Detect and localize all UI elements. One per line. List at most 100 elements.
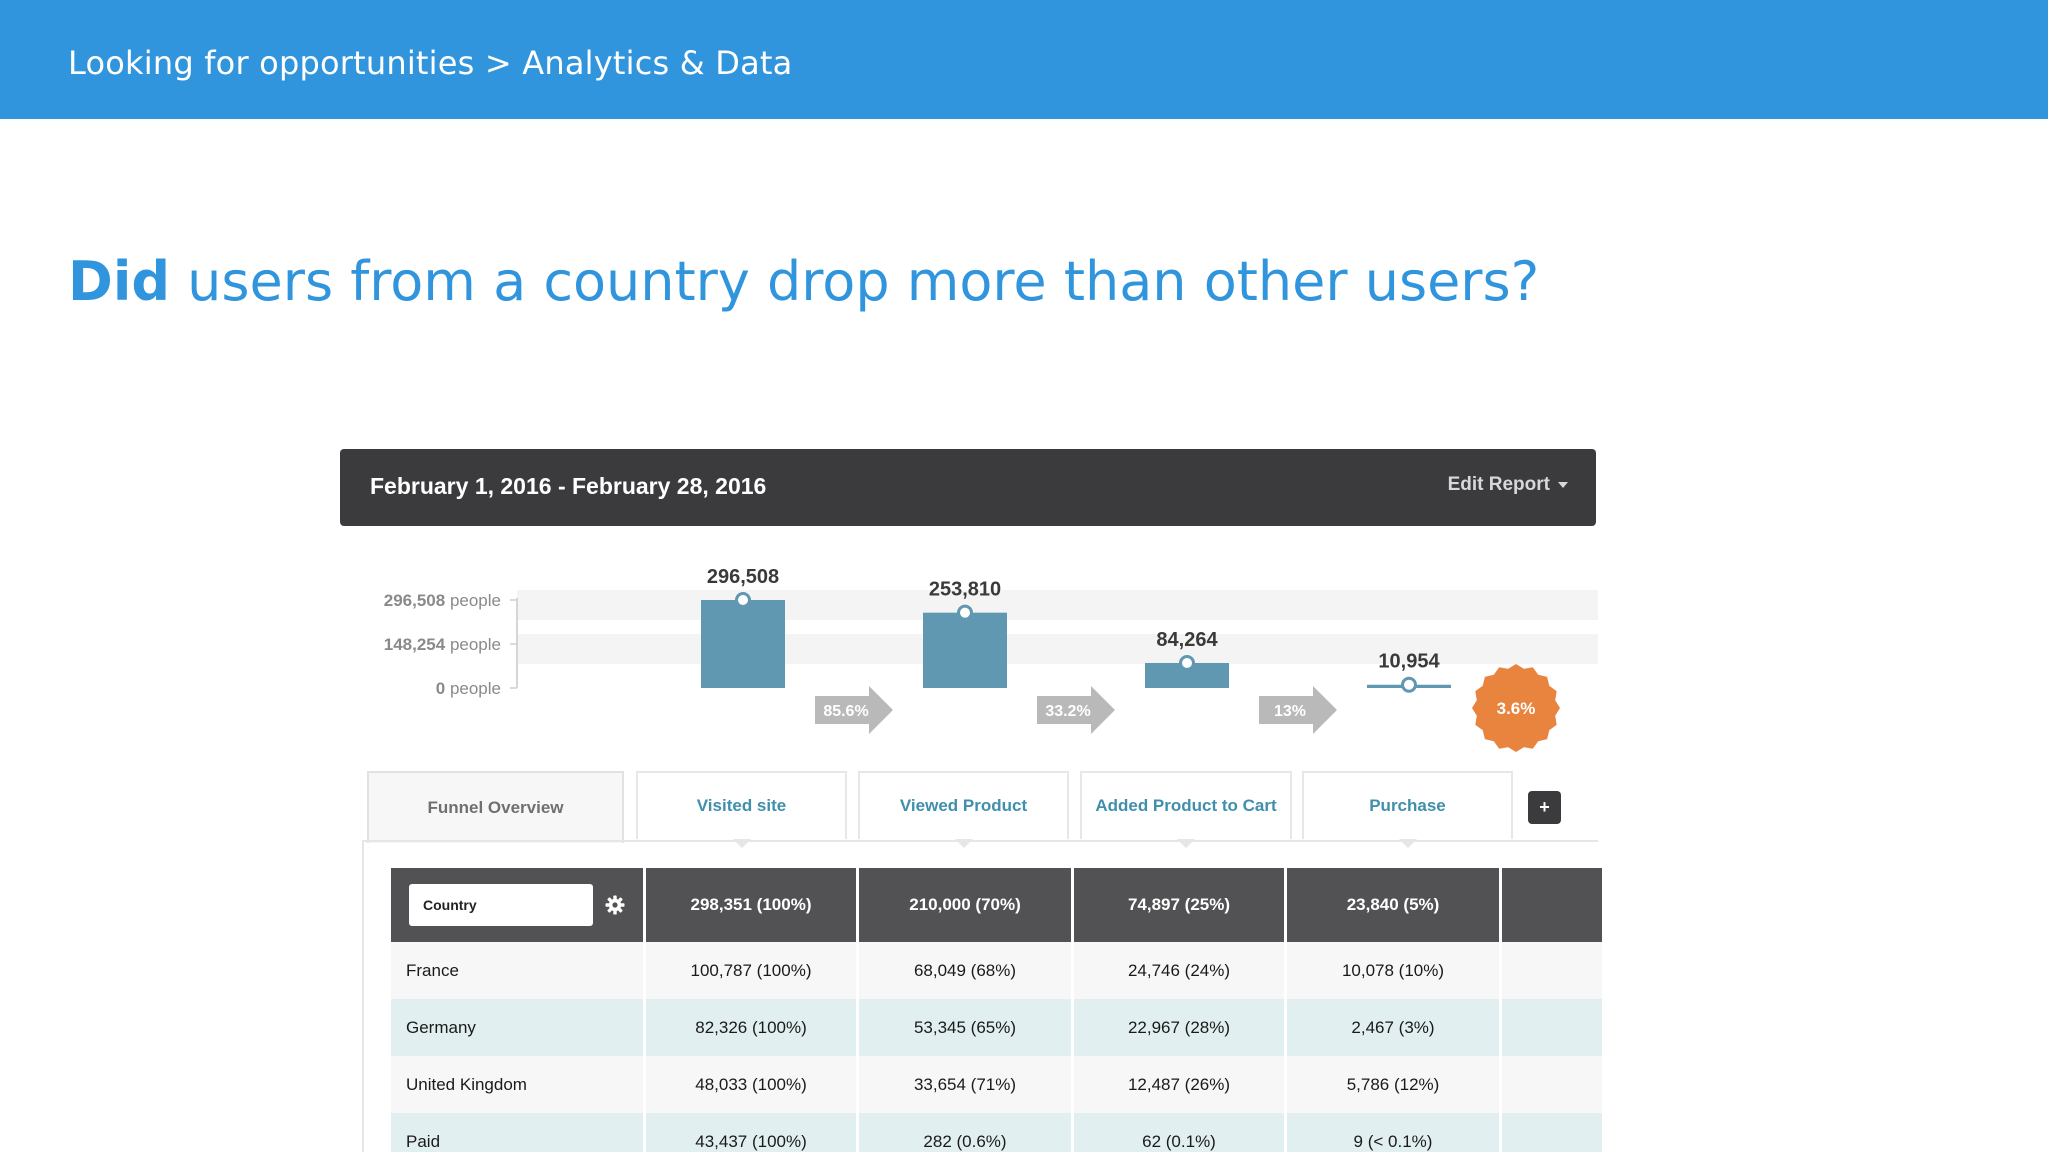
funnel-chart-svg: 296,508 people 148,254 people 0 people 296,… bbox=[384, 566, 1598, 752]
add-step-label: + bbox=[1539, 797, 1550, 817]
report-header: February 1, 2016 - February 28, 2016 Edi… bbox=[340, 449, 1596, 526]
table-cell: 53,345 (65%) bbox=[913, 1017, 1017, 1037]
gear-icon[interactable] bbox=[605, 895, 625, 915]
table-cell: 82,326 (100%) bbox=[695, 1017, 807, 1037]
conversion-rate-label: 13% bbox=[1274, 703, 1306, 720]
y-tick-label: 0 people bbox=[436, 679, 501, 698]
table-cell: 2,467 (3%) bbox=[1351, 1017, 1435, 1037]
table-cell: 10,078 (10%) bbox=[1341, 960, 1445, 980]
tab-divider bbox=[362, 840, 1598, 842]
edit-report-label: Edit Report bbox=[1447, 474, 1550, 495]
column-separator bbox=[856, 942, 859, 999]
total-purchase: 23,840 (5%) bbox=[1346, 895, 1440, 914]
headline-emphasis: Did bbox=[68, 250, 170, 313]
column-separator bbox=[1499, 999, 1502, 1056]
total-visited: 298,351 (100%) bbox=[690, 895, 812, 914]
headline-text: users from a country drop more than othe… bbox=[170, 250, 1540, 313]
table-cell: 282 (0.6%) bbox=[923, 1131, 1007, 1151]
column-separator bbox=[1071, 999, 1074, 1056]
conversion-arrow bbox=[1037, 686, 1115, 734]
conversion-rate-label: 33.2% bbox=[1045, 703, 1090, 720]
tab-notch bbox=[1177, 839, 1195, 848]
table-row: Paid 43,437 (100%) 282 (0.6%) 62 (0.1%) 9 (<… bbox=[391, 1113, 1602, 1152]
funnel-report-screenshot: February 1, 2016 - February 28, 2016 Edi… bbox=[340, 449, 1602, 1152]
column-separator bbox=[643, 999, 646, 1056]
add-step-button[interactable]: + bbox=[1528, 791, 1561, 824]
tab-notch bbox=[1398, 839, 1417, 848]
filter-cell: Country bbox=[391, 868, 643, 942]
tab-label: Purchase bbox=[1369, 796, 1446, 815]
overall-conversion-label: 3.6% bbox=[1497, 699, 1536, 718]
table-cell: 68,049 (68%) bbox=[913, 960, 1017, 980]
column-separator bbox=[643, 868, 646, 942]
table-cell: 43,437 (100%) bbox=[695, 1131, 807, 1151]
table-cell: 9 (< 0.1%) bbox=[1353, 1131, 1433, 1151]
funnel-bar bbox=[701, 600, 785, 688]
funnel-bar-marker bbox=[1179, 654, 1195, 671]
column-separator bbox=[1499, 1113, 1502, 1152]
tab-funnel-overview[interactable]: Funnel Overview bbox=[367, 771, 624, 843]
table-cell: 12,487 (26%) bbox=[1127, 1074, 1231, 1094]
tab-viewed-product[interactable]: Viewed Product bbox=[858, 771, 1069, 848]
country-select[interactable]: Country bbox=[409, 884, 593, 926]
column-separator bbox=[856, 1056, 859, 1113]
total-added: 74,897 (25%) bbox=[1127, 895, 1231, 914]
date-range: February 1, 2016 - February 28, 2016 bbox=[370, 473, 767, 499]
column-separator bbox=[856, 1113, 859, 1152]
grid-band bbox=[517, 634, 1598, 664]
table-cell: 48,033 (100%) bbox=[695, 1074, 807, 1094]
column-separator bbox=[1499, 942, 1502, 999]
column-separator bbox=[1284, 1113, 1287, 1152]
funnel-value-label: 296,508 bbox=[707, 566, 779, 588]
y-tick-label: 148,254 people bbox=[384, 635, 501, 654]
tab-label: Added Product to Cart bbox=[1095, 796, 1277, 815]
funnel-bar-marker bbox=[735, 592, 751, 608]
country-name: Germany bbox=[406, 1017, 476, 1037]
table-cell: 62 (0.1%) bbox=[1142, 1131, 1216, 1151]
column-separator bbox=[856, 999, 859, 1056]
column-separator bbox=[1071, 942, 1074, 999]
funnel-value-label: 10,954 bbox=[1378, 651, 1440, 673]
table-row: Germany 82,326 (100%) 53,345 (65%) 22,967 (… bbox=[391, 999, 1602, 1056]
column-separator bbox=[1284, 868, 1287, 942]
tab-purchase[interactable]: Purchase bbox=[1302, 771, 1513, 848]
column-separator bbox=[1284, 942, 1287, 999]
edit-report-button[interactable]: Edit Report bbox=[1448, 474, 1568, 496]
conversion-arrow bbox=[1259, 686, 1337, 734]
tab-visited-site[interactable]: Visited site bbox=[636, 771, 847, 848]
country-name: United Kingdom bbox=[406, 1074, 527, 1094]
funnel-chart: 296,508 people 148,254 people 0 people 296,… bbox=[340, 526, 1602, 776]
table-cell: 5,786 (12%) bbox=[1346, 1074, 1440, 1094]
slide-headline: Did users from a country drop more than … bbox=[68, 250, 1539, 313]
column-separator bbox=[643, 1056, 646, 1113]
country-name: Paid bbox=[406, 1131, 441, 1151]
funnel-value-label: 253,810 bbox=[929, 579, 1001, 601]
column-separator bbox=[1071, 868, 1074, 942]
caret-down-icon bbox=[1558, 481, 1568, 488]
tab-added-to-cart[interactable]: Added Product to Cart bbox=[1080, 771, 1292, 848]
y-tick-label: 296,508 people bbox=[384, 591, 501, 610]
column-separator bbox=[643, 1113, 646, 1152]
table-row: United Kingdom 48,033 (100%) 33,654 (71%) 1… bbox=[391, 1056, 1602, 1113]
table-row: France 100,787 (100%) 68,049 (68%) 24,746 (… bbox=[391, 942, 1602, 999]
funnel-tabs: Funnel Overview Visited site Viewed Prod… bbox=[340, 771, 1602, 848]
column-separator bbox=[1071, 1113, 1074, 1152]
column-separator bbox=[1284, 999, 1287, 1056]
column-separator bbox=[1071, 1056, 1074, 1113]
conversion-arrow bbox=[815, 686, 893, 734]
column-separator bbox=[643, 942, 646, 999]
table-cell: 100,787 (100%) bbox=[690, 960, 812, 980]
funnel-bar-marker bbox=[1401, 676, 1417, 693]
table-cell: 22,967 (28%) bbox=[1127, 1017, 1231, 1037]
breadcrumb: Looking for opportunities > Analytics & … bbox=[68, 44, 793, 82]
table-header-row: Country 298, bbox=[391, 868, 1602, 942]
country-name: France bbox=[406, 960, 459, 980]
tab-label: Funnel Overview bbox=[427, 798, 564, 817]
top-bar: Looking for opportunities > Analytics & … bbox=[0, 0, 2048, 119]
tab-label: Viewed Product bbox=[899, 796, 1028, 815]
column-separator bbox=[1499, 868, 1502, 942]
column-separator bbox=[1284, 1056, 1287, 1113]
table-cell: 24,746 (24%) bbox=[1127, 960, 1231, 980]
conversion-rate-label: 85.6% bbox=[823, 703, 868, 720]
overall-conversion-badge bbox=[1472, 664, 1560, 752]
